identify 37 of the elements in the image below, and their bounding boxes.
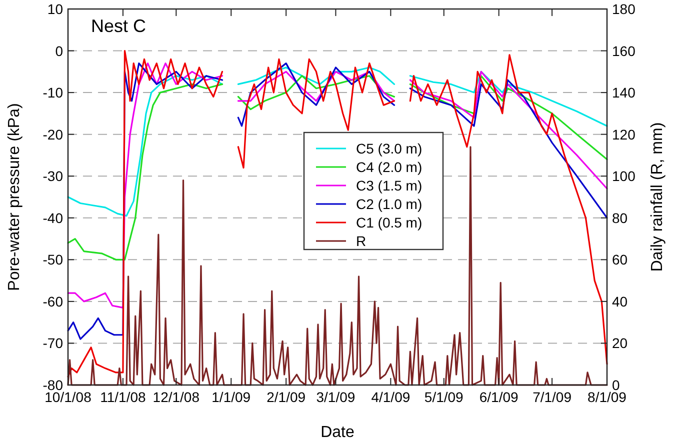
x-tick-label: 1/1/09 <box>212 389 251 405</box>
y-tick-label: -70 <box>42 335 64 352</box>
y2-tick-label: 120 <box>612 126 636 142</box>
y2-tick-label: 60 <box>612 252 628 268</box>
y-tick-label: -20 <box>42 126 64 142</box>
x-axis-title: Date <box>320 424 354 441</box>
y2-tick-label: 80 <box>612 210 628 226</box>
y2-tick-label: 40 <box>612 293 628 310</box>
y-tick-label: -30 <box>42 168 64 184</box>
x-tick-label: 11/1/08 <box>100 389 146 405</box>
x-tick-label: 2/1/09 <box>266 389 306 405</box>
x-tick-label: 3/1/09 <box>316 389 356 405</box>
legend-label: C1 (0.5 m) <box>356 214 422 230</box>
legend-label: C4 (2.0 m) <box>356 159 422 175</box>
x-tick-label: 12/1/08 <box>152 389 200 405</box>
legend-label: R <box>356 233 366 249</box>
y-tick-label: -50 <box>42 252 64 268</box>
y-tick-label: -60 <box>42 293 64 310</box>
y2-axis-title: Daily rainfall (R, mm) <box>649 122 666 272</box>
x-tick-label: 4/1/09 <box>371 389 410 405</box>
y2-tick-label: 140 <box>612 84 636 101</box>
y2-tick-label: 160 <box>612 42 636 59</box>
y2-tick-label: 180 <box>612 1 636 17</box>
y-axis-title: Pore-water pressure (kPa) <box>6 103 23 291</box>
x-tick-label: 5/1/09 <box>424 389 464 405</box>
x-tick-label: 7/1/09 <box>532 389 572 405</box>
annotation: Nest C <box>91 16 146 36</box>
legend-label: C5 (3.0 m) <box>356 140 422 156</box>
y-tick-label: 0 <box>55 42 64 59</box>
y-tick-label: -10 <box>42 84 64 101</box>
legend-label: C2 (1.0 m) <box>356 196 422 212</box>
y-tick-label: 10 <box>47 1 64 17</box>
legend-label: C3 (1.5 m) <box>356 178 422 194</box>
y-tick-label: -40 <box>42 210 64 226</box>
y2-tick-label: 20 <box>612 335 628 352</box>
y2-tick-label: 100 <box>612 168 636 184</box>
x-tick-label: 6/1/09 <box>479 389 519 405</box>
